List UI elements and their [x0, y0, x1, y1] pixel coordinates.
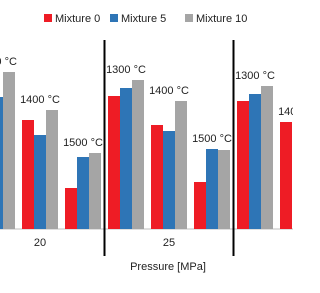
- bar: [194, 182, 206, 229]
- legend-swatch: [44, 14, 52, 22]
- bar: [151, 125, 163, 229]
- bar: [132, 80, 144, 229]
- bar: [89, 153, 101, 229]
- bar: [206, 149, 218, 229]
- bar: [108, 96, 120, 229]
- category-label: 1300 °C: [0, 56, 17, 68]
- x-axis-label: Pressure [MPa]: [130, 261, 206, 273]
- bar: [261, 86, 273, 229]
- legend-label: Mixture 0: [55, 13, 100, 25]
- category-label: 1400 °C: [278, 106, 293, 118]
- legend-swatch: [110, 14, 118, 22]
- bar: [0, 97, 3, 229]
- bar: [120, 88, 132, 229]
- bar: [46, 110, 58, 229]
- bar: [34, 135, 46, 229]
- category-label: 1500 °C: [63, 137, 103, 149]
- x-group-label: 25: [163, 237, 175, 249]
- legend-swatch: [185, 14, 193, 22]
- category-label: 1400 °C: [149, 85, 189, 97]
- bar: [237, 101, 249, 229]
- bar: [3, 72, 15, 229]
- category-label: 1500 °C: [192, 133, 232, 145]
- category-label: 1300 °C: [106, 64, 146, 76]
- legend-label: Mixture 10: [196, 13, 247, 25]
- legend-label: Mixture 5: [121, 13, 166, 25]
- bar: [22, 120, 34, 229]
- category-label: 1400 °C: [20, 94, 60, 106]
- bar: [163, 131, 175, 229]
- bar: [218, 150, 230, 229]
- category-label: 1300 °C: [235, 70, 275, 82]
- bar: [280, 122, 292, 229]
- bar: [65, 188, 77, 229]
- bar: [249, 94, 261, 229]
- x-group-label: 20: [34, 237, 46, 249]
- bar: [175, 101, 187, 229]
- bar: [77, 157, 89, 229]
